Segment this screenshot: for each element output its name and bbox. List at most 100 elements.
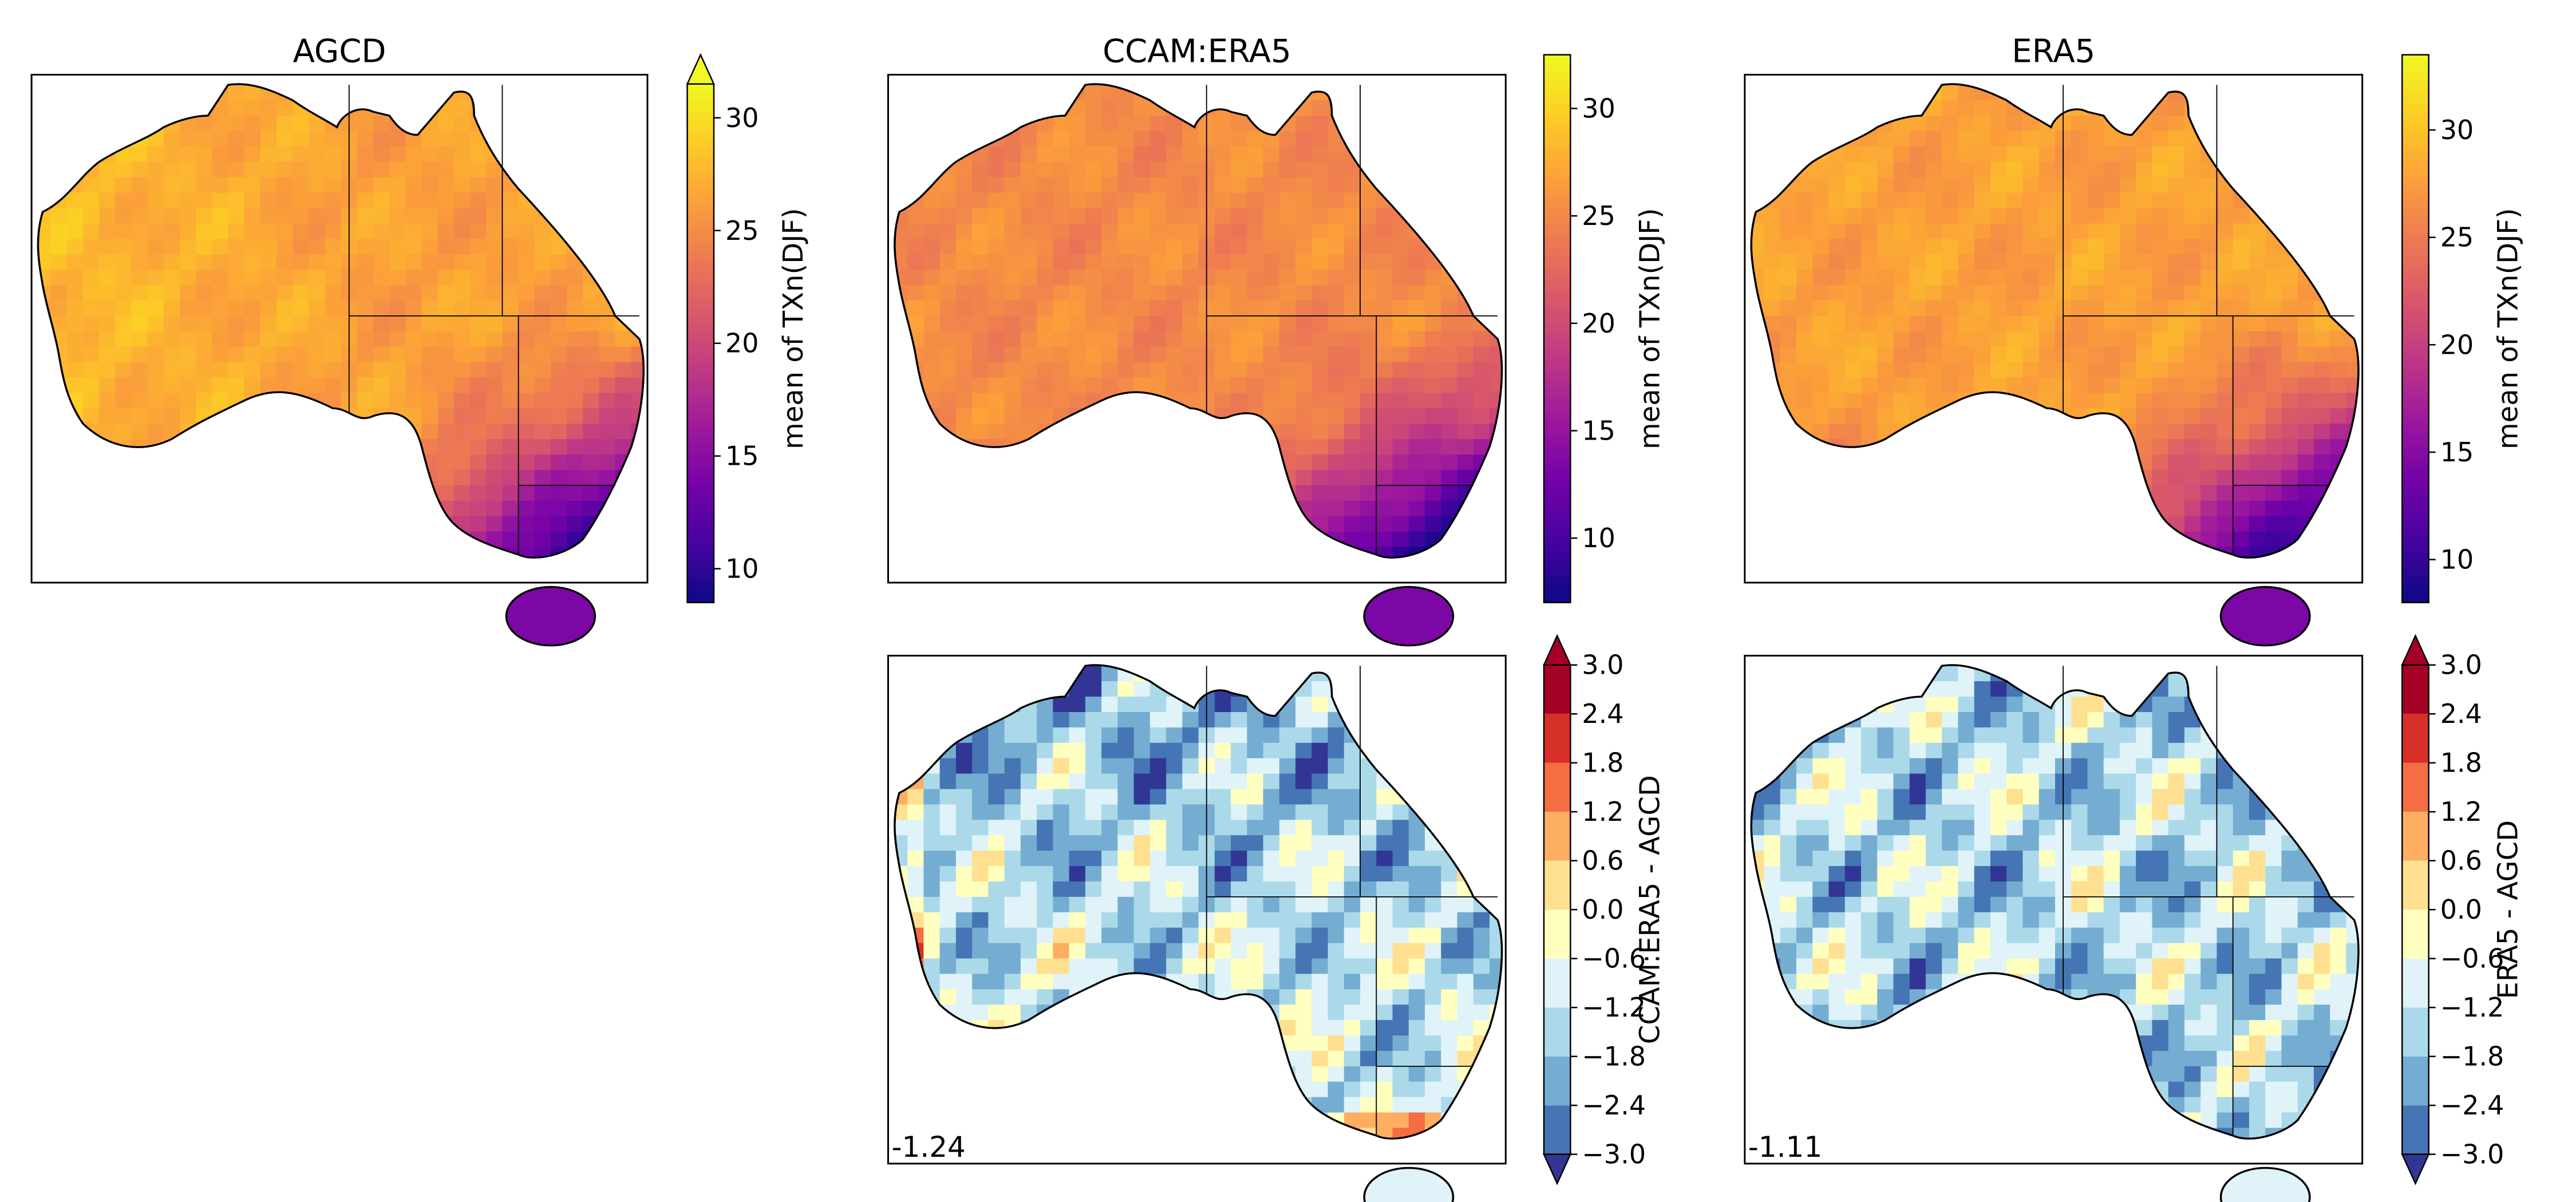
- ccam_bias-colorbar-tick: 2.4: [1582, 698, 1623, 729]
- agcd-colorbar-tick: 25: [725, 215, 759, 246]
- era5_bias-colorbar-tick: −1.8: [2440, 1041, 2504, 1072]
- era5-coastline: [1750, 83, 2360, 559]
- era5_bias-colorbar-tick: −1.2: [2440, 992, 2504, 1023]
- era5-colorbar-tick: 20: [2440, 329, 2474, 360]
- ccam_bias-colorbar-label: CCAM:ERA5 - AGCD: [1634, 775, 1666, 1044]
- ccam_bias-colorbar-bin: [1544, 762, 1571, 812]
- ccam_bias-colorbar-bin: [1544, 1007, 1571, 1057]
- era5-state-borders: [2063, 85, 2354, 555]
- agcd-colorbar-tick: 20: [725, 328, 759, 359]
- era5-colorbar-tick: 30: [2440, 114, 2474, 145]
- ccam_bias-colorbar: −3.0 −2.4 −1.8 −1.2 −0.6 0.0 0.6 1.2 1.8 2.4 3.0 CC…: [1543, 634, 1666, 1185]
- ccam_era5-colorbar-tick: 20: [1582, 308, 1615, 339]
- era5-tasmania: [2219, 586, 2311, 647]
- ccam_era5-colorbar: 10 15 20 25 30 mean of TXn(DJF): [1543, 54, 1666, 603]
- ccam_bias-tasmania: [1363, 1167, 1455, 1202]
- era5_bias-colorbar-bin: [2402, 1007, 2429, 1057]
- era5_bias-colorbar-bin: [2402, 665, 2429, 714]
- era5_bias-state-borders: [2063, 666, 2354, 1136]
- ccam_era5-colorbar-label: mean of TXn(DJF): [1634, 208, 1666, 449]
- ccam_bias-colorbar-tick: −3.0: [1582, 1139, 1646, 1170]
- era5-colorbar: 10 15 20 25 30 mean of TXn(DJF): [2401, 54, 2524, 603]
- ccam_era5-state-borders: [1206, 85, 1498, 555]
- agcd-title: AGCD: [293, 33, 386, 70]
- ccam_era5-coastline: [894, 83, 1503, 559]
- agcd-colorbar-label: mean of TXn(DJF): [777, 208, 809, 449]
- ccam_bias-state-borders: [1206, 666, 1498, 1136]
- era5_bias-colorbar-tick: 3.0: [2440, 650, 2482, 681]
- era5_bias-panel: -1.11: [1744, 655, 2364, 1202]
- ccam_bias-colorbar-tick: −1.8: [1582, 1041, 1646, 1072]
- era5_bias-colorbar-min-extend: [2401, 1153, 2430, 1185]
- ccam_bias-colorbar-bin: [1544, 1105, 1571, 1154]
- agcd-coastline: [37, 83, 645, 559]
- era5_bias-colorbar-tick: 0.0: [2440, 894, 2482, 925]
- agcd-colorbar-max-extend: [686, 53, 715, 85]
- ccam_bias-colorbar-tick: 1.2: [1582, 796, 1623, 827]
- era5-title: ERA5: [2012, 33, 2095, 70]
- agcd-colorbar: 10 15 20 25 30 mean of TXn(DJF): [686, 53, 809, 603]
- era5_bias-coastline: [1750, 664, 2360, 1140]
- ccam_era5-colorbar-tick: 25: [1582, 200, 1615, 231]
- ccam_bias-colorbar-bin: [1544, 1056, 1571, 1106]
- era5_bias-colorbar: −3.0 −2.4 −1.8 −1.2 −0.6 0.0 0.6 1.2 1.8 2.4 3.0 ER…: [2401, 634, 2524, 1185]
- ccam_bias-colorbar-bin: [1544, 958, 1571, 1008]
- ccam_era5-panel: CCAM:ERA5: [887, 33, 1507, 647]
- ccam_bias-colorbar-tick: 0.6: [1582, 845, 1623, 876]
- ccam_bias-colorbar-tick: 3.0: [1582, 650, 1623, 681]
- ccam_era5-colorbar-tick: 10: [1582, 523, 1615, 553]
- ccam_era5-colorbar-tick: 15: [1582, 415, 1615, 446]
- ccam_bias-colorbar-bin: [1544, 812, 1571, 861]
- era5_bias-colorbar-tick: −2.4: [2440, 1090, 2504, 1121]
- ccam_era5-colorbar-tick: 30: [1582, 93, 1615, 124]
- era5-colorbar-gradient: [2401, 54, 2429, 603]
- ccam_era5-colorbar-gradient: [1543, 54, 1571, 603]
- era5_bias-colorbar-bin: [2402, 860, 2429, 910]
- era5_bias-colorbar-tick: 1.2: [2440, 796, 2482, 827]
- ccam_era5-tasmania: [1363, 586, 1455, 647]
- agcd-panel: AGCD: [30, 33, 649, 647]
- agcd-colorbar-tick: 15: [725, 441, 759, 472]
- ccam_bias-colorbar-tick: −1.2: [1582, 992, 1646, 1023]
- agcd-tasmania: [505, 586, 596, 647]
- era5-colorbar-tick: 25: [2440, 222, 2474, 253]
- era5_bias-colorbar-label: ERA5 - AGCD: [2492, 820, 2524, 999]
- era5-colorbar-label: mean of TXn(DJF): [2492, 208, 2524, 449]
- ccam_bias-colorbar-max-extend: [1543, 634, 1572, 666]
- ccam_bias-colorbar-tick: −2.4: [1582, 1090, 1646, 1121]
- era5_bias-colorbar-bin: [2402, 762, 2429, 812]
- agcd-colorbar-tick: 10: [725, 553, 759, 584]
- era5_bias-colorbar-bin: [2402, 1105, 2429, 1154]
- era5_bias-colorbar-tick: −0.6: [2440, 943, 2504, 974]
- ccam_bias-panel: -1.24: [887, 655, 1507, 1202]
- era5_bias-colorbar-tick: −3.0: [2440, 1139, 2504, 1170]
- era5-panel: ERA5: [1744, 33, 2364, 647]
- ccam_bias-colorbar-tick: −0.6: [1582, 943, 1646, 974]
- era5-colorbar-tick: 15: [2440, 437, 2474, 468]
- era5_bias-colorbar-bin: [2402, 910, 2429, 959]
- ccam_bias-colorbar-bin: [1544, 860, 1571, 910]
- ccam_bias-colorbar-bin: [1544, 665, 1571, 714]
- ccam_bias-colorbar-tick: 1.8: [1582, 748, 1623, 778]
- era5_bias-colorbar-tick: 1.8: [2440, 748, 2482, 778]
- era5_bias-colorbar-max-extend: [2401, 634, 2430, 666]
- era5_bias-colorbar-tick: 0.6: [2440, 845, 2482, 876]
- era5_bias-colorbar-tick: 2.4: [2440, 698, 2482, 729]
- ccam_bias-colorbar-tick: 0.0: [1582, 894, 1623, 925]
- era5-colorbar-tick: 10: [2440, 544, 2474, 575]
- ccam_bias-mean-bias: -1.24: [892, 1130, 966, 1164]
- agcd-colorbar-gradient: [686, 83, 715, 603]
- ccam_bias-colorbar-bin: [1544, 910, 1571, 959]
- era5_bias-mean-bias: -1.11: [1748, 1130, 1822, 1164]
- ccam_bias-colorbar-bin: [1544, 714, 1571, 763]
- ccam_bias-coastline: [894, 664, 1503, 1140]
- era5_bias-colorbar-bin: [2402, 1056, 2429, 1106]
- ccam_era5-title: CCAM:ERA5: [1103, 33, 1291, 70]
- agcd-colorbar-tick: 30: [725, 102, 759, 133]
- ccam_bias-colorbar-min-extend: [1543, 1153, 1572, 1185]
- era5_bias-colorbar-bin: [2402, 812, 2429, 861]
- agcd-state-borders: [348, 85, 639, 555]
- era5_bias-tasmania: [2219, 1167, 2311, 1202]
- era5_bias-colorbar-bin: [2402, 958, 2429, 1008]
